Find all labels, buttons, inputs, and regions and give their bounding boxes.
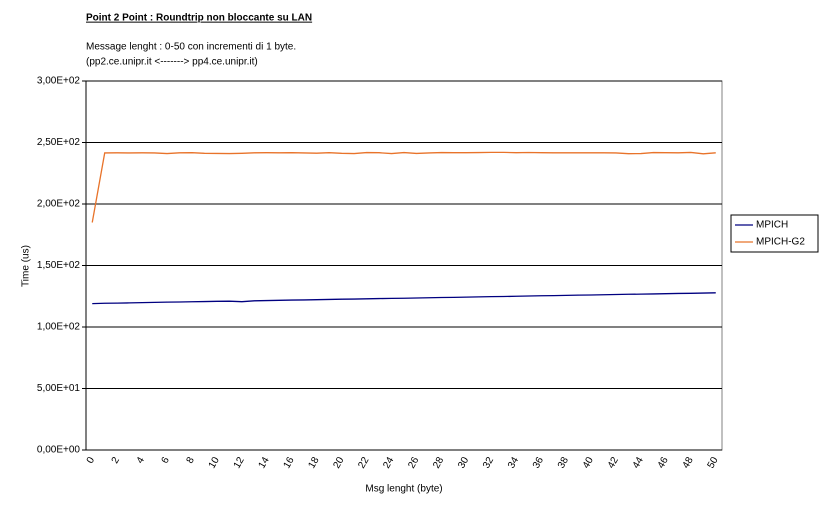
x-tick-label: 4 [135,455,148,466]
y-axis-label: Time (us) [21,245,32,287]
x-tick-label: 14 [257,455,272,471]
x-tick-label: 34 [506,455,521,471]
chart-subtitle: (pp2.ce.unipr.it <-------> pp4.ce.unipr.… [86,57,258,68]
y-tick-label: 0,00E+00 [37,445,81,456]
x-tick-label: 28 [431,455,446,471]
x-tick-label: 24 [381,455,396,471]
x-tick-label: 38 [556,455,571,471]
x-tick-label: 18 [307,455,322,471]
y-tick-label: 5,00E+01 [37,383,81,394]
x-tick-label: 46 [656,455,671,471]
legend-label: MPICH-G2 [756,237,805,248]
x-tick-label: 10 [207,455,222,471]
x-tick-label: 50 [706,455,721,471]
x-tick-label: 0 [85,455,98,466]
x-tick-label: 44 [631,455,646,471]
x-tick-label: 42 [606,455,621,471]
x-tick-label: 48 [681,455,696,471]
x-tick-label: 6 [160,455,173,466]
x-tick-label: 8 [185,455,198,466]
y-tick-label: 2,00E+02 [37,199,81,210]
x-tick-label: 12 [232,455,247,471]
data-line [92,292,716,305]
legend-label: MPICH [756,220,788,231]
x-tick-label: 32 [481,455,496,471]
chart-subtitle: Message lenght : 0-50 con incrementi di … [86,42,296,53]
chart-title: Point 2 Point : Roundtrip non bloccante … [86,13,312,24]
x-tick-label: 2 [110,455,123,466]
x-tick-label: 30 [456,455,471,471]
x-axis-label: Msg lenght (byte) [365,484,442,495]
x-tick-label: 22 [356,455,371,471]
x-tick-label: 26 [406,455,421,471]
data-line [91,151,716,223]
x-tick-label: 40 [581,455,596,471]
y-tick-label: 1,00E+02 [37,322,81,333]
x-tick-label: 16 [282,455,297,471]
x-tick-label: 20 [331,455,346,471]
x-tick-label: 36 [531,455,546,471]
y-tick-label: 1,50E+02 [37,260,81,271]
legend-box [730,214,819,253]
y-tick-label: 3,00E+02 [37,76,81,87]
y-tick-label: 2,50E+02 [37,137,81,148]
